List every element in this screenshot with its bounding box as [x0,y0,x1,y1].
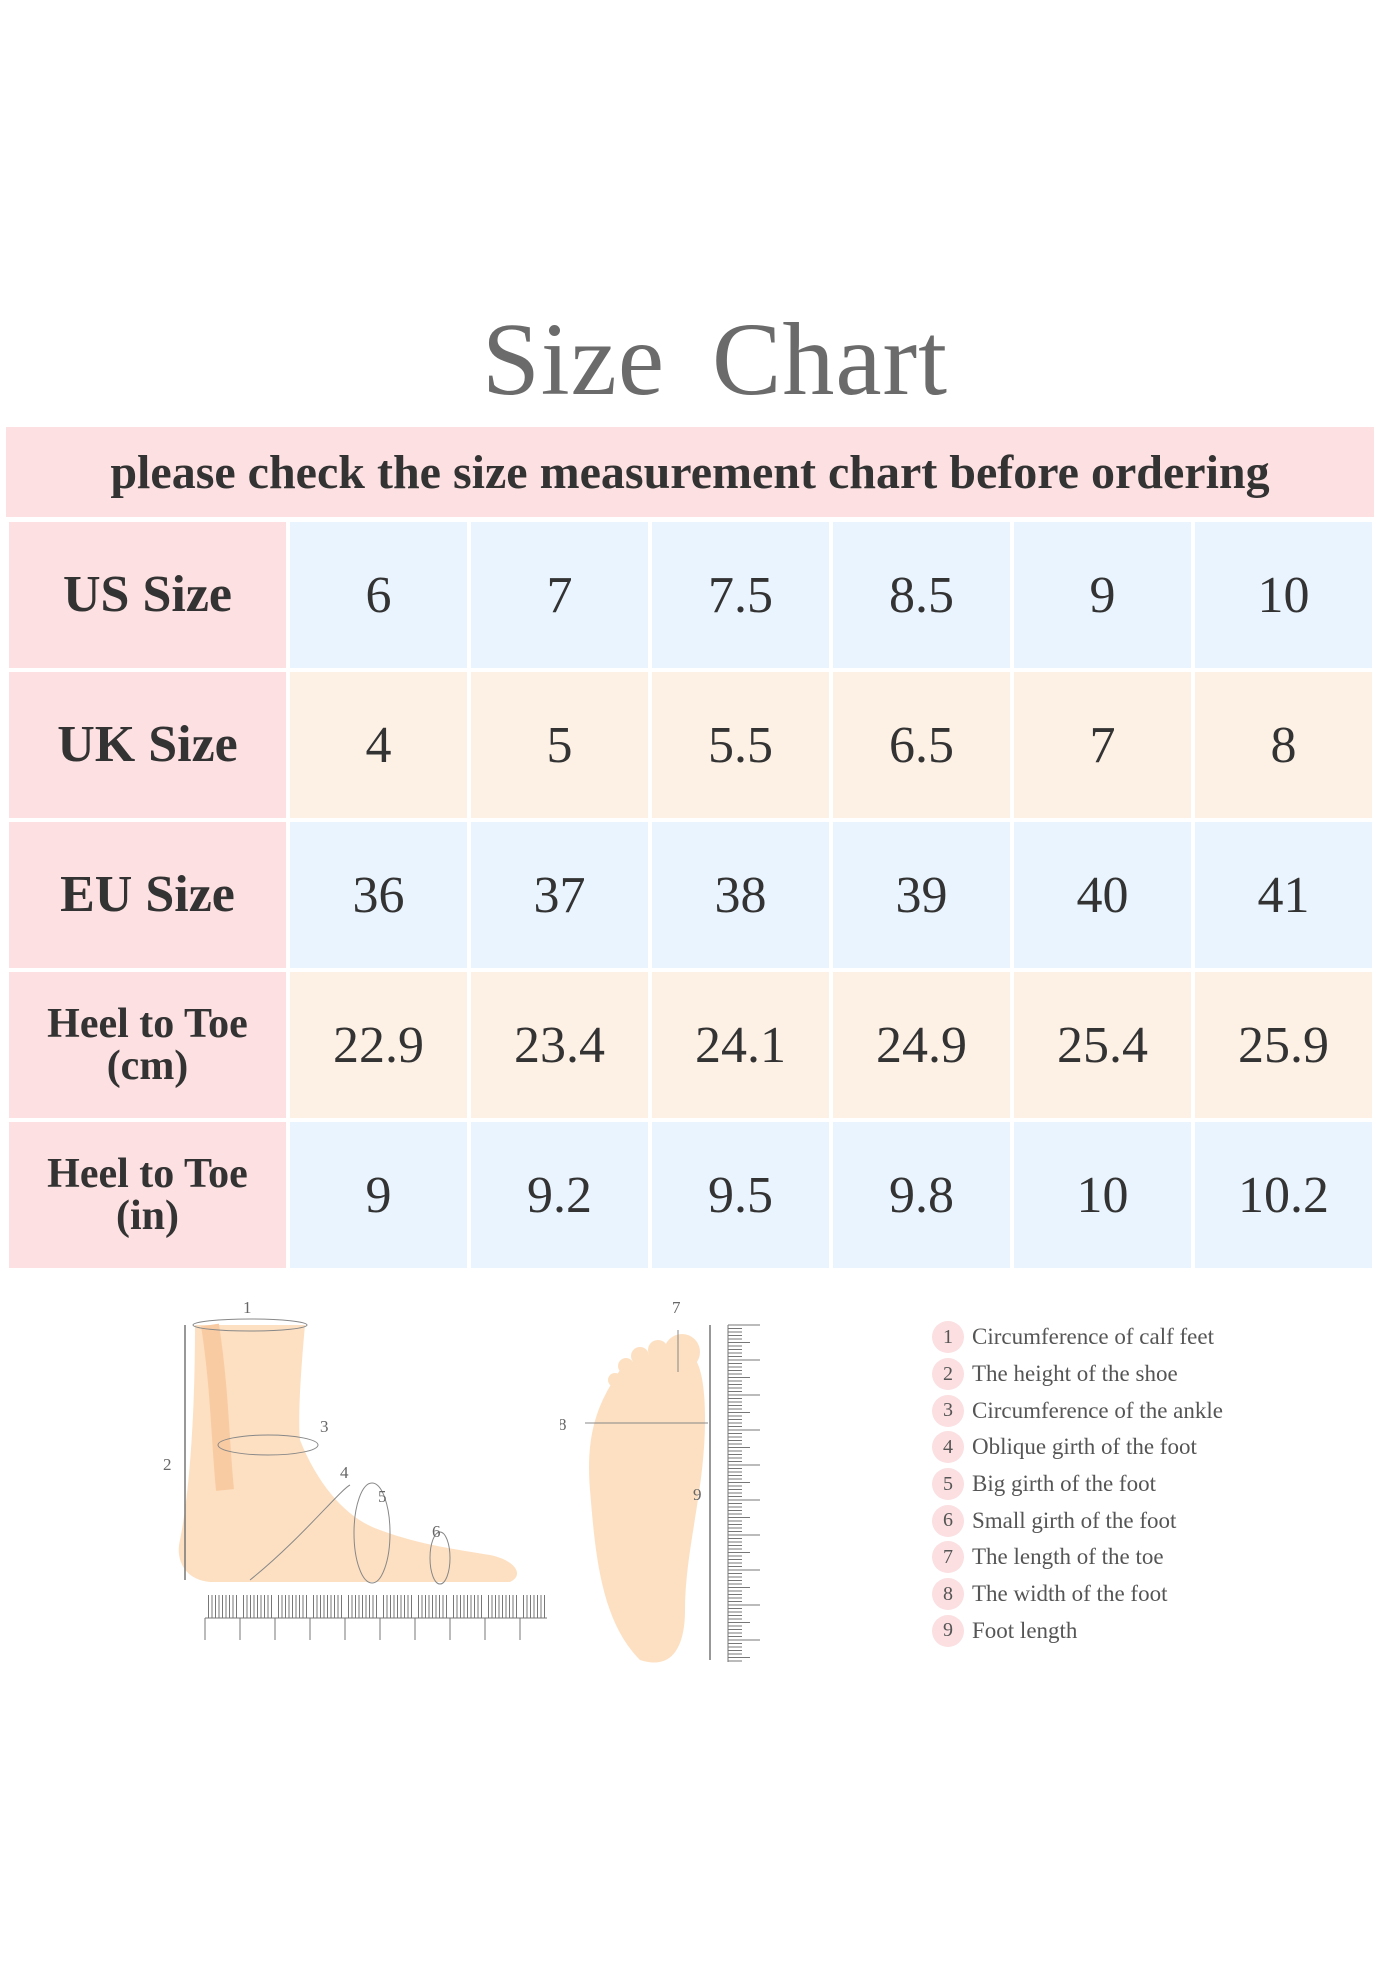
legend-text: The length of the toe [972,1544,1164,1570]
table-cell: 39 [833,822,1010,968]
row-label: US Size [9,522,286,668]
diagram-label: 1 [243,1298,252,1317]
diagram-label: 2 [163,1455,172,1474]
page-title: Size Chart [481,302,949,417]
table-cell: 37 [471,822,648,968]
legend-item: 8 The width of the foot [932,1576,1223,1613]
diagram-label: 3 [320,1417,329,1436]
table-cell: 7 [1014,672,1191,818]
legend-text: Foot length [972,1617,1078,1643]
table-cell: 40 [1014,822,1191,968]
diagram-label: 8 [560,1415,567,1434]
legend-number: 3 [932,1394,964,1427]
table-cell: 9.8 [833,1122,1010,1268]
row-label: Heel to Toe (cm) [9,972,286,1118]
table-row-cm: Heel to Toe (cm) 22.9 23.4 24.1 24.9 25.4… [9,972,1373,1118]
diagram-label: 5 [378,1487,387,1506]
table-row-eu: EU Size 36 37 38 39 40 41 [9,822,1373,968]
legend-item: 5 Big girth of the foot [932,1466,1223,1503]
legend-text: The height of the shoe [972,1361,1178,1387]
size-table: US Size 6 7 7.5 8.5 9 10 UK Size 4 5 5.5… [9,522,1373,1272]
table-cell: 25.4 [1014,972,1191,1118]
table-cell: 10.2 [1195,1122,1372,1268]
legend-text: Oblique girth of the foot [972,1434,1197,1460]
legend-item: 6 Small girth of the foot [932,1502,1223,1539]
legend-item: 2 The height of the shoe [932,1356,1223,1393]
table-cell: 5 [471,672,648,818]
legend-text: Big girth of the foot [972,1471,1156,1497]
row-label: EU Size [9,822,286,968]
legend-item: 7 The length of the toe [932,1539,1223,1576]
diagram-label: 7 [672,1298,681,1317]
legend-number: 7 [932,1541,964,1574]
measurement-legend: 1 Circumference of calf feet 2 The height … [932,1319,1223,1649]
row-label-line1: Heel to Toe [47,1001,248,1047]
table-cell: 7 [471,522,648,668]
table-cell: 4 [290,672,467,818]
legend-number: 9 [932,1614,964,1647]
legend-item: 9 Foot length [932,1613,1223,1650]
table-cell: 10 [1014,1122,1191,1268]
table-cell: 5.5 [652,672,829,818]
instruction-banner: please check the size measurement chart … [6,427,1374,517]
diagram-label: 4 [340,1463,349,1482]
legend-text: Small girth of the foot [972,1507,1177,1533]
row-label: UK Size [9,672,286,818]
diagram-label: 9 [693,1485,702,1504]
table-cell: 8.5 [833,522,1010,668]
diagram-label: 6 [432,1522,441,1541]
table-row-in: Heel to Toe (in) 9 9.2 9.5 9.8 10 10.2 [9,1122,1373,1268]
legend-text: Circumference of calf feet [972,1324,1214,1350]
row-label-line2: (in) [116,1193,179,1239]
foot-sole-illustration: 7 8 9 [560,1298,760,1663]
table-cell: 24.9 [833,972,1010,1118]
legend-number: 8 [932,1578,964,1611]
legend-item: 4 Oblique girth of the foot [932,1429,1223,1466]
table-cell: 38 [652,822,829,968]
table-cell: 9.2 [471,1122,648,1268]
legend-number: 4 [932,1431,964,1464]
legend-number: 5 [932,1468,964,1501]
foot-side-illustration: 1 2 3 4 5 6 [163,1298,547,1640]
legend-number: 6 [932,1504,964,1537]
table-cell: 7.5 [652,522,829,668]
legend-text: The width of the foot [972,1581,1168,1607]
table-row-us: US Size 6 7 7.5 8.5 9 10 [9,522,1373,668]
table-cell: 25.9 [1195,972,1372,1118]
table-cell: 9 [1014,522,1191,668]
table-cell: 23.4 [471,972,648,1118]
row-label-line2: (cm) [106,1043,189,1089]
table-cell: 9 [290,1122,467,1268]
table-cell: 9.5 [652,1122,829,1268]
table-cell: 6 [290,522,467,668]
table-cell: 8 [1195,672,1372,818]
legend-item: 1 Circumference of calf feet [932,1319,1223,1356]
legend-number: 1 [932,1321,964,1354]
table-cell: 36 [290,822,467,968]
table-cell: 22.9 [290,972,467,1118]
table-cell: 41 [1195,822,1372,968]
table-row-uk: UK Size 4 5 5.5 6.5 7 8 [9,672,1373,818]
row-label: Heel to Toe (in) [9,1122,286,1268]
table-cell: 10 [1195,522,1372,668]
legend-item: 3 Circumference of the ankle [932,1392,1223,1429]
table-cell: 6.5 [833,672,1010,818]
legend-text: Circumference of the ankle [972,1397,1223,1423]
row-label-line1: Heel to Toe [47,1151,248,1197]
legend-number: 2 [932,1358,964,1391]
table-cell: 24.1 [652,972,829,1118]
